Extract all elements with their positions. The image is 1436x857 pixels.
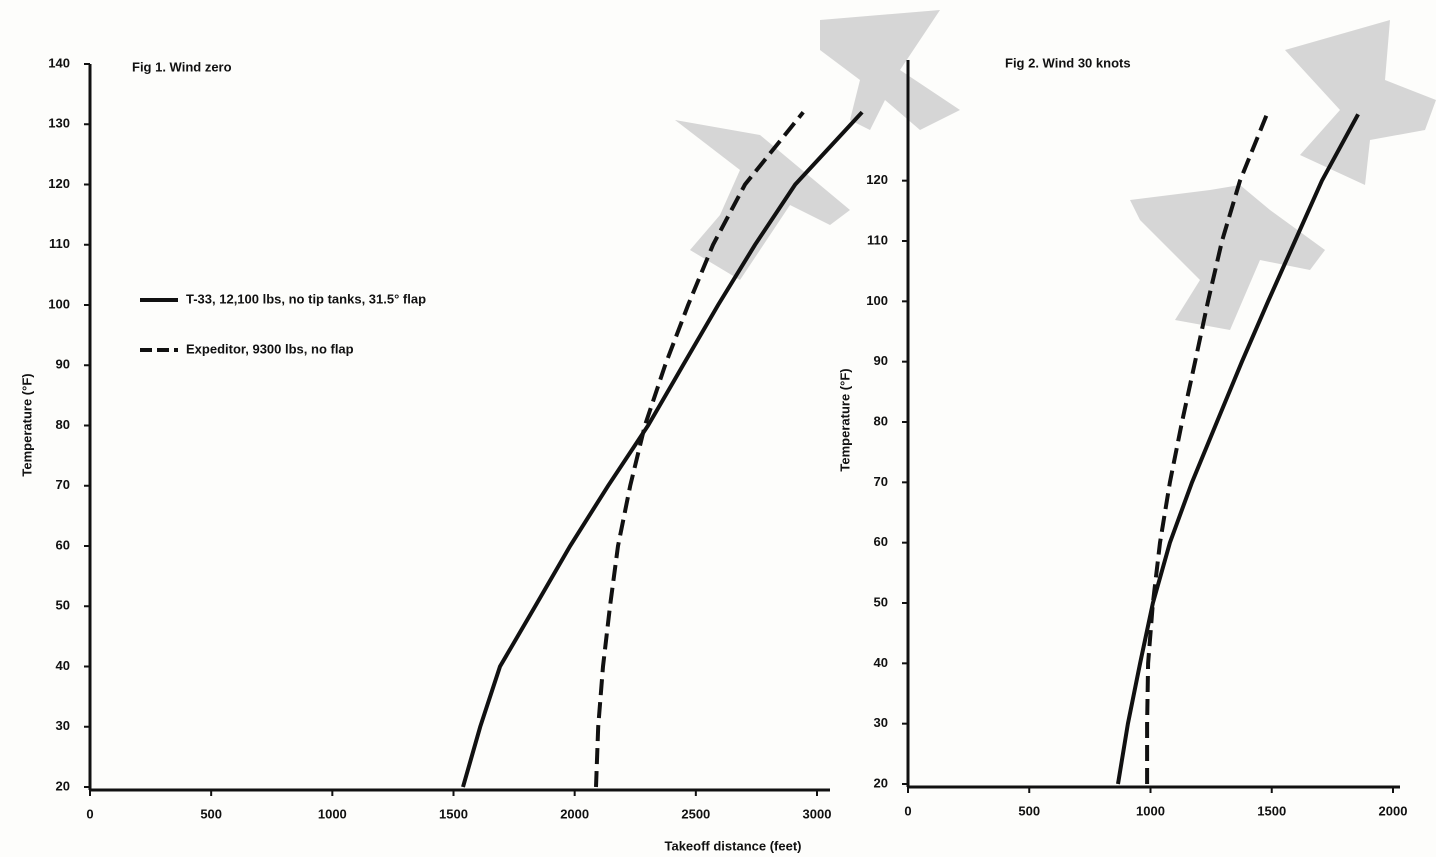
x-axis-label: Takeoff distance (feet)	[664, 838, 801, 853]
y-tick-label: 40	[874, 655, 888, 670]
y-tick-label: 120	[48, 176, 70, 191]
y-tick-label: 20	[874, 775, 888, 790]
plane-silhouette	[1130, 185, 1325, 330]
y-tick-label: 80	[56, 417, 70, 432]
chart: Fig 1. Wind zero Fig 2. Wind 30 knots Ta…	[0, 0, 1436, 857]
x-tick-label: 2000	[560, 806, 589, 821]
y-tick-label: 90	[874, 353, 888, 368]
y-tick-label: 120	[866, 172, 888, 187]
plane-silhouette	[1285, 20, 1436, 185]
y-tick-label: 50	[56, 598, 70, 613]
x-tick-label: 2000	[1379, 803, 1408, 818]
x-tick-label: 2500	[681, 806, 710, 821]
x-tick-label: 0	[904, 803, 911, 818]
y-axis-label: Temperature (°F)	[837, 368, 852, 471]
y-tick-label: 100	[48, 296, 70, 311]
chart-title: Fig 2. Wind 30 knots	[1005, 55, 1131, 70]
x-tick-label: 1000	[318, 806, 347, 821]
y-tick-label: 60	[874, 534, 888, 549]
x-tick-label: 3000	[803, 806, 832, 821]
legend-label: Expeditor, 9300 lbs, no flap	[186, 341, 354, 356]
y-tick-label: 100	[866, 293, 888, 308]
y-tick-label: 50	[874, 594, 888, 609]
y-tick-label: 30	[56, 718, 70, 733]
data-line	[463, 112, 862, 787]
y-tick-label: 30	[874, 715, 888, 730]
plane-silhouette	[820, 10, 960, 130]
y-tick-label: 40	[56, 658, 70, 673]
y-tick-label: 70	[874, 474, 888, 489]
legend-label: T-33, 12,100 lbs, no tip tanks, 31.5° fl…	[186, 291, 426, 306]
y-tick-label: 110	[867, 232, 888, 247]
x-tick-label: 1500	[439, 806, 468, 821]
x-tick-label: 1500	[1257, 803, 1286, 818]
y-tick-label: 130	[48, 116, 70, 131]
y-tick-label: 20	[56, 778, 70, 793]
x-tick-label: 500	[1018, 803, 1040, 818]
x-tick-label: 0	[86, 806, 93, 821]
y-tick-label: 70	[56, 477, 70, 492]
y-tick-label: 60	[56, 537, 70, 552]
y-tick-label: 80	[874, 413, 888, 428]
plane-silhouette	[675, 120, 850, 280]
y-axis-label: Temperature (°F)	[19, 373, 34, 476]
x-tick-label: 500	[200, 806, 222, 821]
chart-title: Fig 1. Wind zero	[132, 59, 232, 74]
y-tick-label: 90	[56, 357, 70, 372]
page: {"chart_data": [ {"type": "line", "title…	[0, 0, 1436, 857]
y-tick-label: 140	[48, 55, 70, 70]
y-tick-label: 110	[49, 236, 70, 251]
x-tick-label: 1000	[1136, 803, 1165, 818]
